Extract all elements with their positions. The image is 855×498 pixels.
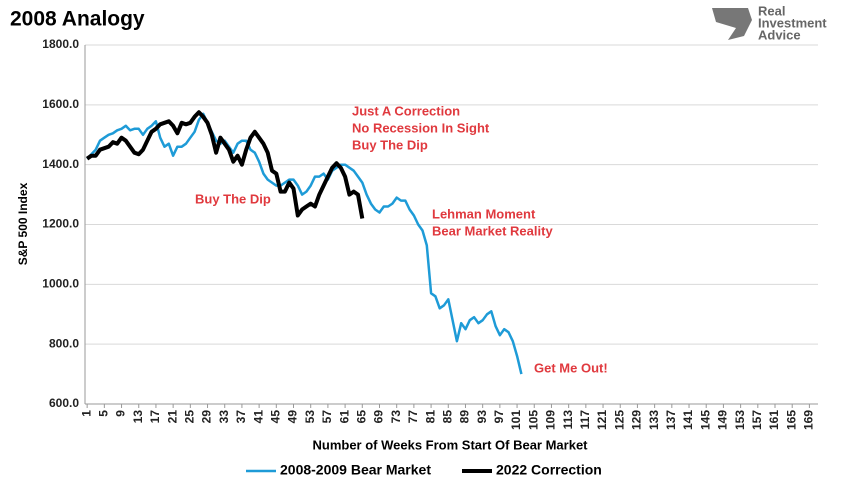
legend-label: 2008-2009 Bear Market [280, 462, 431, 478]
x-tick-label: 157 [750, 410, 764, 430]
y-tick-label: 600.0 [49, 396, 79, 410]
annotation: No Recession In Sight [352, 120, 490, 135]
logo-text: Investment [758, 15, 827, 30]
x-axis-label: Number of Weeks From Start Of Bear Marke… [313, 437, 589, 452]
x-tick-label: 113 [561, 410, 575, 430]
x-tick-label: 153 [733, 410, 747, 430]
x-tick-label: 9 [114, 410, 128, 417]
x-tick-label: 37 [234, 410, 248, 424]
x-tick-label: 25 [183, 410, 197, 424]
x-tick-label: 125 [612, 410, 626, 430]
x-tick-label: 17 [148, 410, 162, 424]
x-tick-label: 105 [526, 410, 540, 430]
x-tick-label: 101 [509, 410, 523, 430]
x-tick-label: 97 [492, 410, 506, 424]
x-tick-label: 81 [423, 410, 437, 424]
x-tick-label: 85 [440, 410, 454, 424]
x-tick-label: 149 [716, 410, 730, 430]
x-tick-label: 93 [475, 410, 489, 424]
x-tick-label: 129 [630, 410, 644, 430]
x-tick-label: 53 [303, 410, 317, 424]
x-tick-label: 165 [784, 410, 798, 430]
x-tick-label: 49 [286, 410, 300, 424]
y-tick-label: 1600.0 [42, 97, 79, 111]
annotation: Buy The Dip [195, 191, 271, 206]
y-tick-label: 1800.0 [42, 37, 79, 51]
legend-label: 2022 Correction [496, 462, 602, 478]
x-tick-label: 169 [802, 410, 816, 430]
x-tick-label: 109 [544, 410, 558, 430]
x-tick-label: 69 [372, 410, 386, 424]
x-tick-label: 77 [406, 410, 420, 424]
logo-text: Real [758, 3, 785, 18]
chart-title: 2008 Analogy [10, 8, 145, 31]
x-tick-label: 33 [217, 410, 231, 424]
x-tick-label: 137 [664, 410, 678, 430]
x-tick-label: 65 [354, 410, 368, 424]
annotation: Bear Market Reality [432, 223, 553, 238]
y-tick-label: 1200.0 [42, 217, 79, 231]
y-tick-label: 1400.0 [42, 157, 79, 171]
x-tick-label: 117 [578, 410, 592, 430]
x-tick-label: 121 [595, 410, 609, 430]
x-tick-label: 13 [131, 410, 145, 424]
annotation: Get Me Out! [534, 360, 608, 375]
x-tick-label: 89 [458, 410, 472, 424]
y-tick-label: 800.0 [49, 336, 79, 350]
x-tick-label: 41 [251, 410, 265, 424]
x-tick-label: 1 [79, 410, 93, 417]
series-line [86, 112, 523, 375]
y-axis-label: S&P 500 Index [16, 182, 30, 265]
x-tick-label: 21 [165, 410, 179, 424]
annotation: Buy The Dip [352, 137, 428, 152]
x-tick-label: 5 [97, 410, 111, 417]
annotation: Lehman Moment [432, 206, 536, 221]
x-tick-label: 161 [767, 410, 781, 430]
x-tick-label: 61 [337, 410, 351, 424]
x-tick-label: 45 [268, 410, 282, 424]
x-tick-label: 141 [681, 410, 695, 430]
y-tick-label: 1000.0 [42, 277, 79, 291]
x-tick-label: 73 [389, 410, 403, 424]
logo-icon [712, 8, 752, 40]
x-tick-label: 57 [320, 410, 334, 424]
series-line [85, 110, 365, 219]
logo-text: Advice [758, 27, 801, 42]
x-tick-label: 29 [200, 410, 214, 424]
x-tick-label: 145 [698, 410, 712, 430]
x-tick-label: 133 [647, 410, 661, 430]
annotation: Just A Correction [352, 103, 460, 118]
